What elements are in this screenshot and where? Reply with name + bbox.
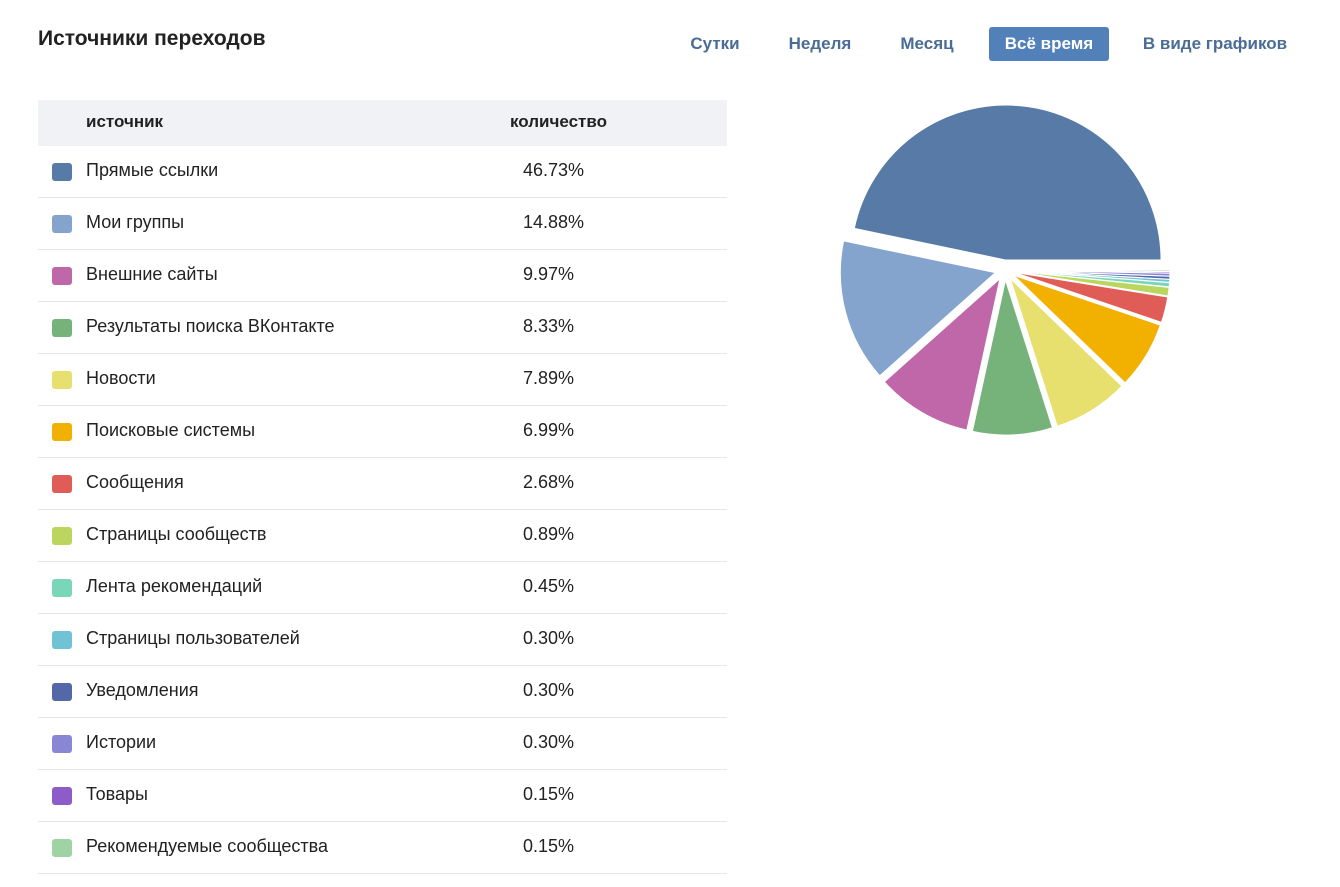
table-body: Прямые ссылки 46.73% Мои группы 14.88% Внешн… bbox=[38, 146, 727, 874]
table-row: Внешние сайты 9.97% bbox=[38, 250, 727, 302]
column-header-source: источник bbox=[86, 112, 164, 131]
source-value: 2.68% bbox=[523, 472, 575, 492]
table-row: Поисковые системы 6.99% bbox=[38, 406, 727, 458]
tab-month[interactable]: Месяц bbox=[900, 34, 954, 53]
source-value: 0.30% bbox=[523, 680, 575, 700]
source-value: 0.30% bbox=[523, 628, 575, 648]
source-label: Новости bbox=[86, 368, 156, 388]
table-row: Лента рекомендаций 0.45% bbox=[38, 562, 727, 614]
source-label: Мои группы bbox=[86, 212, 185, 232]
source-value: 0.45% bbox=[523, 576, 575, 596]
source-label: Истории bbox=[86, 732, 157, 752]
legend-swatch bbox=[52, 839, 72, 857]
legend-swatch bbox=[52, 735, 72, 753]
legend-swatch bbox=[52, 683, 72, 701]
legend-swatch bbox=[52, 527, 72, 545]
table-row: Страницы сообществ 0.89% bbox=[38, 510, 727, 562]
pie-chart bbox=[839, 104, 1171, 436]
pie-slice[interactable] bbox=[853, 104, 1162, 261]
source-value: 7.89% bbox=[523, 368, 575, 388]
source-value: 14.88% bbox=[523, 212, 585, 232]
source-label: Товары bbox=[86, 784, 148, 804]
source-label: Страницы сообществ bbox=[86, 524, 267, 544]
legend-swatch bbox=[52, 475, 72, 493]
legend-swatch bbox=[52, 631, 72, 649]
table-row: Страницы пользователей 0.30% bbox=[38, 614, 727, 666]
source-value: 8.33% bbox=[523, 316, 575, 336]
table-row: Сообщения 2.68% bbox=[38, 458, 727, 510]
source-label: Внешние сайты bbox=[86, 264, 218, 284]
source-value: 6.99% bbox=[523, 420, 575, 440]
pie-slice[interactable] bbox=[971, 278, 1054, 436]
source-value: 46.73% bbox=[523, 160, 585, 180]
source-label: Страницы пользователей bbox=[86, 628, 300, 648]
legend-swatch bbox=[52, 163, 72, 181]
source-value: 0.30% bbox=[523, 732, 575, 752]
pie-slice[interactable] bbox=[1014, 271, 1169, 323]
legend-swatch bbox=[52, 579, 72, 597]
source-label: Рекомендуемые сообщества bbox=[86, 836, 329, 856]
legend-swatch bbox=[52, 215, 72, 233]
table-row: Прямые ссылки 46.73% bbox=[38, 146, 727, 198]
legend-swatch bbox=[52, 319, 72, 337]
tab-day[interactable]: Сутки bbox=[690, 34, 740, 53]
source-label: Поисковые системы bbox=[86, 420, 256, 440]
source-value: 9.97% bbox=[523, 264, 575, 284]
source-label: Уведомления bbox=[86, 680, 199, 700]
tab-all-time[interactable]: Всё время bbox=[989, 27, 1109, 61]
pie-slice[interactable] bbox=[883, 277, 1001, 431]
legend-swatch bbox=[52, 423, 72, 441]
table-row: Товары 0.15% bbox=[38, 770, 727, 822]
source-value: 0.15% bbox=[523, 784, 575, 804]
period-tabs: Сутки Неделя Месяц Всё время В виде граф… bbox=[0, 27, 1340, 61]
legend-swatch bbox=[52, 267, 72, 285]
table-row: Рекомендуемые сообщества 0.15% bbox=[38, 822, 727, 874]
table-header: источник количество bbox=[38, 100, 727, 146]
legend-swatch bbox=[52, 787, 72, 805]
source-label: Прямые ссылки bbox=[86, 160, 219, 180]
source-label: Результаты поиска ВКонтакте bbox=[86, 316, 335, 336]
source-label: Лента рекомендаций bbox=[86, 576, 263, 596]
table-row: Результаты поиска ВКонтакте 8.33% bbox=[38, 302, 727, 354]
sources-table: источник количество Прямые ссылки 46.73% М… bbox=[38, 100, 727, 874]
pie-slice[interactable] bbox=[839, 240, 997, 377]
pie-slice[interactable] bbox=[1013, 274, 1161, 384]
tab-as-graphs[interactable]: В виде графиков bbox=[1142, 34, 1288, 53]
page-title: Источники переходов bbox=[38, 27, 266, 50]
table-row: Новости 7.89% bbox=[38, 354, 727, 406]
pie-slice[interactable] bbox=[1014, 269, 1171, 273]
source-label: Сообщения bbox=[86, 472, 184, 492]
column-header-count: количество bbox=[510, 112, 607, 131]
source-value: 0.89% bbox=[523, 524, 575, 544]
pie-slice[interactable] bbox=[1009, 278, 1123, 427]
tab-week[interactable]: Неделя bbox=[788, 34, 852, 53]
source-value: 0.15% bbox=[523, 836, 575, 856]
legend-swatch bbox=[52, 371, 72, 389]
table-row: Уведомления 0.30% bbox=[38, 666, 727, 718]
table-row: Мои группы 14.88% bbox=[38, 198, 727, 250]
table-row: Истории 0.30% bbox=[38, 718, 727, 770]
